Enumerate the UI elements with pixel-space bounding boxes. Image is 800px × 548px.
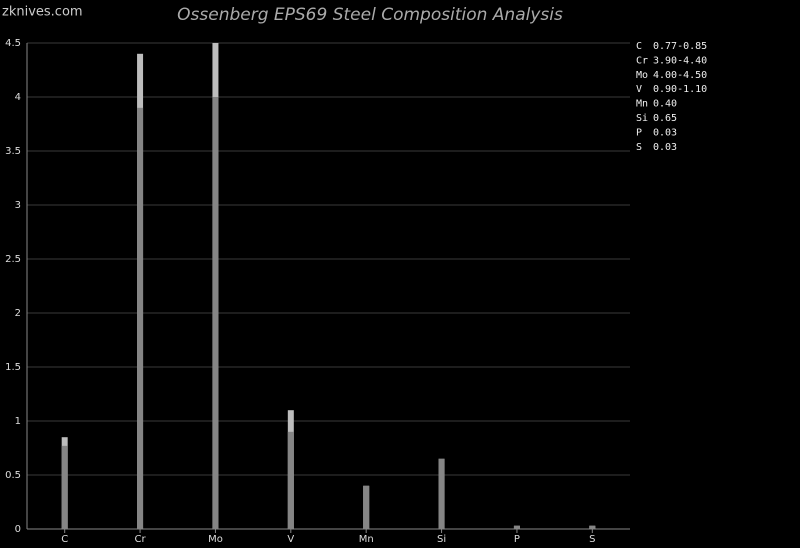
bar-low	[287, 431, 294, 529]
y-tick-label: 0.5	[5, 470, 21, 481]
legend-category: Mn	[636, 99, 648, 110]
y-tick-label: 4	[15, 92, 21, 103]
y-tick-label: 1	[15, 416, 21, 427]
legend-range: 0.90-1.10	[653, 84, 707, 95]
legend-category: C	[636, 41, 642, 52]
bar-low	[363, 485, 370, 529]
bar-low	[589, 525, 596, 529]
legend-category: Si	[636, 113, 648, 124]
bar-low	[137, 107, 144, 530]
x-tick-label: Mo	[208, 534, 223, 545]
legend-category: P	[636, 127, 642, 138]
y-tick-label: 3	[15, 200, 21, 211]
legend-range: 3.90-4.40	[653, 55, 707, 66]
bar-low	[212, 97, 219, 529]
legend-category: S	[636, 142, 642, 153]
watermark: zknives.com	[2, 5, 83, 20]
x-tick-label: S	[589, 534, 595, 545]
x-tick-label: Si	[437, 534, 446, 545]
y-tick-label: 3.5	[5, 146, 21, 157]
legend-range: 0.03	[653, 142, 677, 153]
legend-category: Cr	[636, 55, 648, 66]
legend-range: 0.65	[653, 113, 677, 124]
y-tick-label: 4.5	[5, 38, 21, 49]
bar-low	[438, 458, 445, 529]
chart-title: Ossenberg EPS69 Steel Composition Analys…	[177, 5, 563, 25]
legend-range: 0.77-0.85	[653, 41, 707, 52]
legend-category: V	[636, 84, 642, 95]
y-tick-label: 1.5	[5, 362, 21, 373]
y-tick-label: 2	[15, 308, 21, 319]
y-tick-label: 2.5	[5, 254, 21, 265]
legend-range: 0.03	[653, 127, 677, 138]
x-tick-label: Cr	[135, 534, 147, 545]
legend-range: 4.00-4.50	[653, 70, 707, 81]
legend-range: 0.40	[653, 99, 677, 110]
x-tick-label: P	[514, 534, 520, 545]
x-tick-label: C	[61, 534, 68, 545]
bar-low	[61, 445, 68, 529]
x-tick-label: Mn	[359, 534, 374, 545]
y-tick-label: 0	[15, 524, 21, 535]
bar-low	[513, 525, 520, 529]
legend-category: Mo	[636, 70, 648, 81]
x-tick-label: V	[287, 534, 294, 545]
